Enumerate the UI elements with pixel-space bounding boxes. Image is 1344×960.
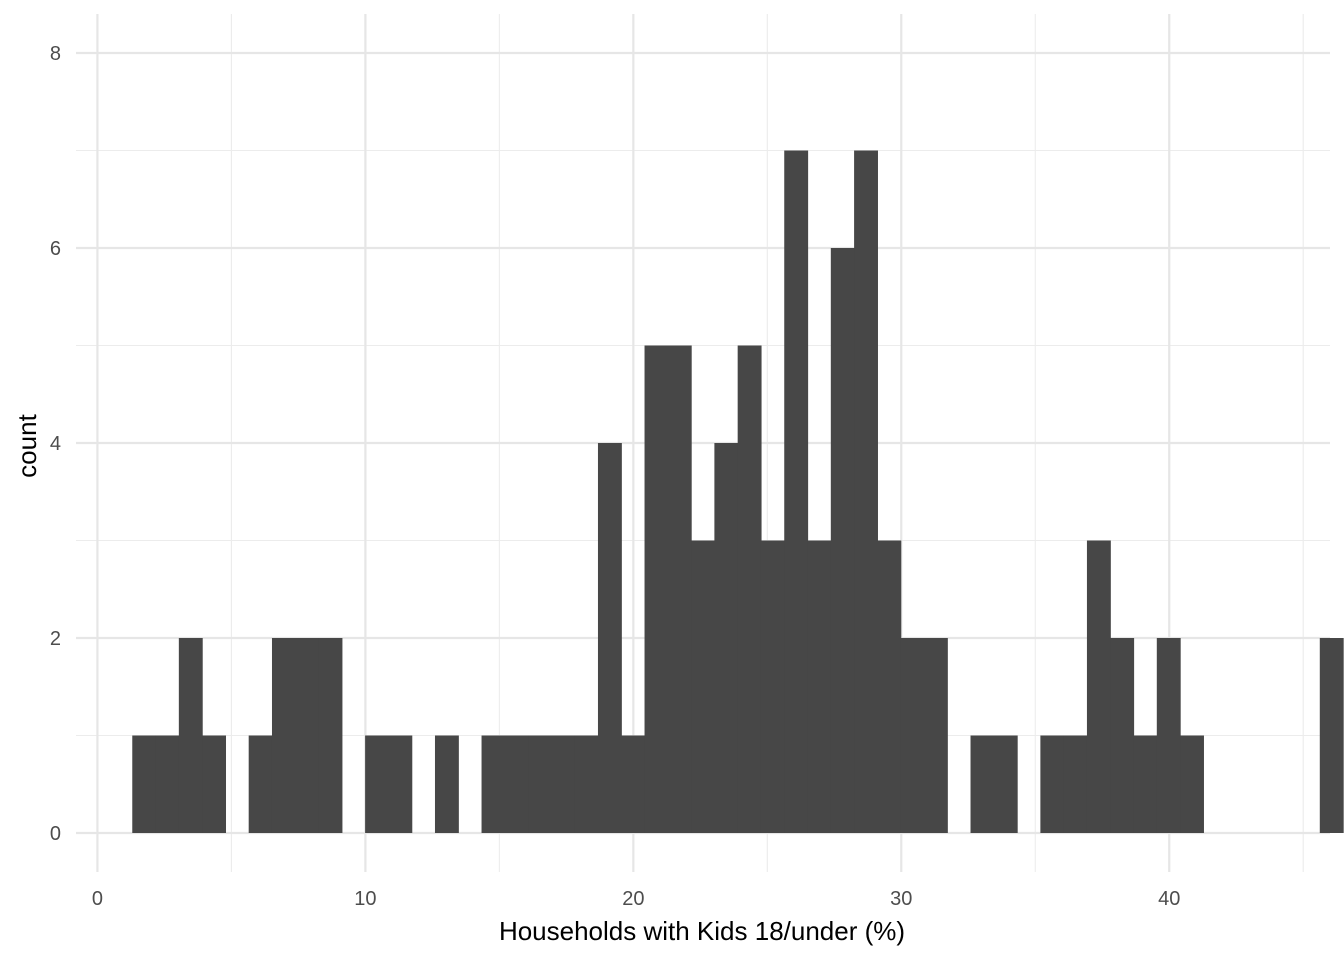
- histogram-bar: [597, 443, 622, 833]
- histogram-bar: [877, 540, 902, 833]
- histogram-bar: [714, 443, 739, 833]
- x-tick-label: 10: [354, 888, 376, 910]
- x-axis-title: Households with Kids 18/under (%): [499, 916, 905, 946]
- histogram-bar: [923, 638, 948, 833]
- histogram-bar: [667, 345, 692, 833]
- histogram-bar: [365, 735, 390, 833]
- histogram-bar: [178, 638, 203, 833]
- histogram-bar: [202, 735, 227, 833]
- histogram-bar: [830, 248, 855, 833]
- x-tick-label: 0: [92, 888, 103, 910]
- histogram-bar: [1319, 638, 1344, 833]
- histogram-bar: [434, 735, 459, 833]
- x-tick-label: 40: [1158, 888, 1180, 910]
- histogram-bar: [900, 638, 925, 833]
- histogram-bars: [132, 150, 1344, 833]
- histogram-bar: [1156, 638, 1181, 833]
- histogram-bar: [574, 735, 599, 833]
- y-axis-title: count: [12, 413, 42, 477]
- x-tick-label: 30: [890, 888, 912, 910]
- histogram-bar: [271, 638, 296, 833]
- y-axis-tick-labels: 0 2 4 6 8: [50, 43, 61, 845]
- histogram-bar: [295, 638, 320, 833]
- histogram-bar: [504, 735, 529, 833]
- histogram-bar: [760, 540, 785, 833]
- histogram-bar: [993, 735, 1018, 833]
- y-tick-label: 6: [50, 238, 61, 260]
- histogram-bar: [248, 735, 273, 833]
- histogram-bar: [318, 638, 343, 833]
- histogram-bar: [551, 735, 576, 833]
- histogram-bar: [481, 735, 506, 833]
- x-axis-tick-labels: 0 10 20 30 40: [92, 888, 1180, 910]
- histogram-bar: [691, 540, 715, 833]
- histogram-bar: [1040, 735, 1065, 833]
- histogram-bar: [644, 345, 669, 833]
- histogram-bar: [1086, 540, 1111, 833]
- histogram-bar: [155, 735, 180, 833]
- histogram-bar: [388, 735, 413, 833]
- histogram-bar: [970, 735, 995, 833]
- histogram-bar: [621, 735, 646, 833]
- histogram-bar: [1133, 735, 1158, 833]
- histogram-bar: [1063, 735, 1088, 833]
- histogram-bar: [737, 345, 762, 833]
- histogram-bar: [1180, 735, 1204, 833]
- histogram-bar: [784, 150, 809, 833]
- x-tick-label: 20: [622, 888, 644, 910]
- y-tick-label: 0: [50, 823, 61, 845]
- histogram-bar: [528, 735, 552, 833]
- y-tick-label: 4: [50, 433, 61, 455]
- histogram-bar: [807, 540, 832, 833]
- histogram-bar: [854, 150, 878, 833]
- histogram-bar: [132, 735, 157, 833]
- y-tick-label: 8: [50, 43, 61, 65]
- histogram-bar: [1110, 638, 1135, 833]
- y-tick-label: 2: [50, 628, 61, 650]
